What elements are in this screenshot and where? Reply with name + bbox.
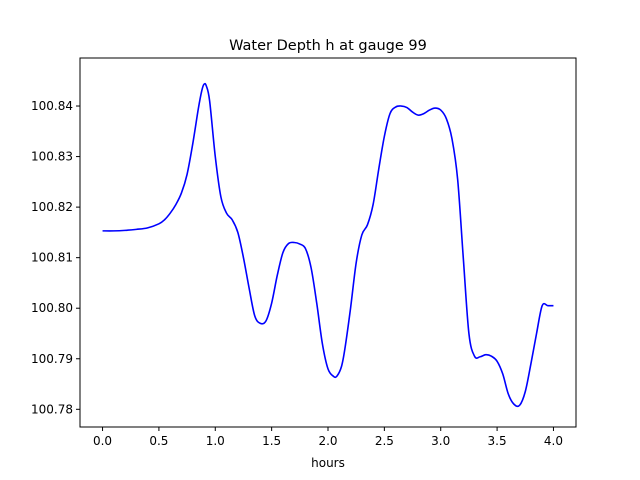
chart-title: Water Depth h at gauge 99	[229, 38, 427, 54]
x-tick-label: 0.0	[93, 434, 112, 448]
x-tick-label: 4.0	[544, 434, 563, 448]
y-tick-label: 100.79	[31, 352, 73, 366]
y-axis-ticks: 100.78 100.79 100.80 100.81 100.82 100.83 100.…	[31, 99, 80, 416]
x-axis-label: hours	[311, 456, 345, 470]
y-tick-label: 100.78	[31, 402, 73, 416]
y-tick-label: 100.83	[31, 150, 73, 164]
x-tick-label: 0.5	[149, 434, 168, 448]
y-tick-label: 100.84	[31, 99, 73, 113]
y-tick-label: 100.80	[31, 301, 73, 315]
x-tick-label: 1.5	[262, 434, 281, 448]
x-tick-label: 1.0	[206, 434, 225, 448]
y-tick-label: 100.81	[31, 251, 73, 265]
axes-frame	[79, 57, 577, 428]
x-tick-label: 2.0	[318, 434, 337, 448]
x-axis-ticks: 0.0 0.5 1.0 1.5 2.0 2.5 3.0 3.5 4.0	[93, 427, 563, 448]
series-line-water-depth	[102, 82, 554, 408]
y-tick-label: 100.82	[31, 200, 73, 214]
x-tick-label: 3.0	[431, 434, 450, 448]
x-tick-label: 3.5	[488, 434, 507, 448]
x-tick-label: 2.5	[375, 434, 394, 448]
